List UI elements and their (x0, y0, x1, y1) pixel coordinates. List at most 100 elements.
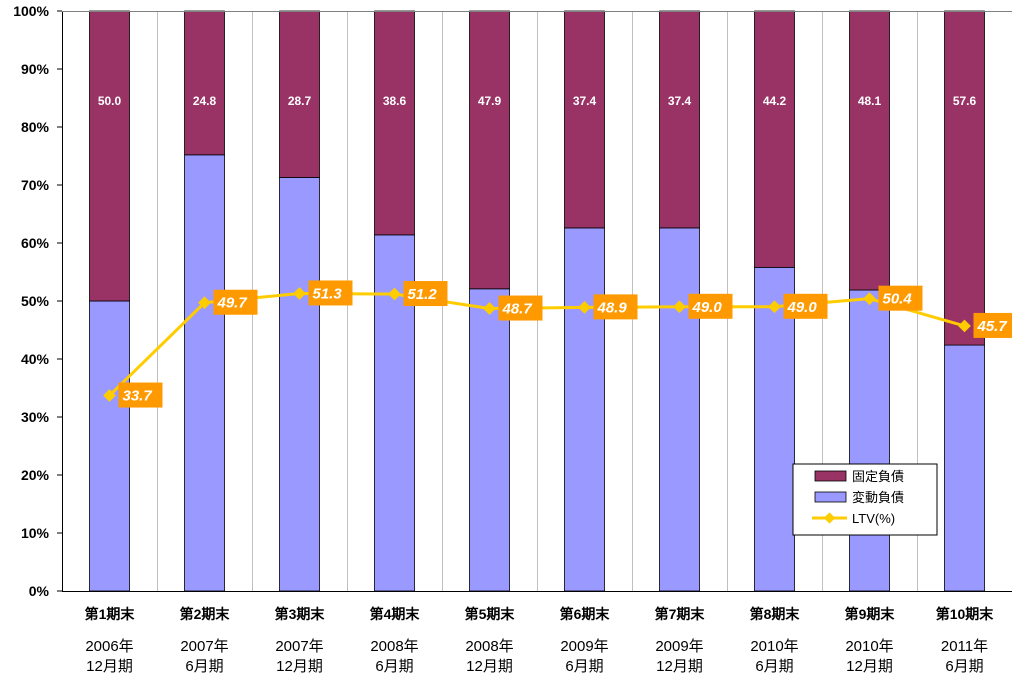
legend-marker-ltv (823, 512, 836, 524)
ltv-point (103, 389, 116, 402)
ltv-label: 49.0 (787, 299, 818, 316)
y-tick-label: 10% (21, 525, 50, 541)
x-category-period: 第1期末 (85, 606, 136, 622)
ltv-line-series: 33.7 49.7 51.3 51.2 48.7 48.9 49.0 49.0 50.4 45.7 (103, 280, 1012, 408)
x-category-month: 6月期 (375, 658, 413, 675)
x-category-month: 12月期 (86, 658, 133, 675)
bar-fixed (469, 10, 510, 290)
bar-label-fixed: 37.4 (573, 94, 597, 108)
x-category-period: 第4期末 (370, 606, 421, 622)
bar-label-fixed: 57.6 (953, 94, 977, 108)
ltv-label: 51.2 (408, 286, 438, 303)
bar-label-fixed: 38.6 (383, 94, 407, 108)
bar-label-fixed: 48.1 (858, 94, 882, 108)
ltv-label-box (593, 294, 638, 320)
ltv-label: 50.4 (883, 291, 913, 308)
bar-variable (944, 344, 985, 592)
y-tick-label: 80% (21, 119, 50, 135)
bar-variable (184, 154, 225, 592)
bar-variable (279, 177, 320, 592)
legend-label-ltv: LTV(%) (852, 511, 895, 526)
ltv-label-box (403, 281, 448, 307)
ltv-label-box (878, 285, 923, 311)
y-tick-label: 90% (21, 61, 50, 77)
x-category-month: 12月期 (276, 658, 323, 675)
ltv-label-box (688, 293, 733, 319)
x-category-month: 12月期 (466, 658, 513, 675)
x-category-year: 2007年 (180, 638, 228, 655)
bars: 50.0 24.8 28.7 38.6 47.9 37.4 37.4 44.2 48.1 57.6 (89, 10, 985, 592)
ltv-label: 48.7 (502, 301, 533, 318)
x-category-period: 第9期末 (845, 606, 896, 622)
ltv-label-box (308, 280, 353, 306)
bar-variable (89, 300, 130, 592)
ltv-label-box (498, 295, 543, 321)
bar-fixed (754, 10, 795, 268)
x-category-period: 第6期末 (560, 606, 611, 622)
x-category-year: 2010年 (750, 638, 798, 655)
legend-label-fixed: 固定負債 (852, 469, 904, 484)
ltv-label: 49.0 (692, 299, 723, 316)
y-tick-label: 20% (21, 467, 50, 483)
bar-fixed (89, 10, 130, 302)
ltv-label: 45.7 (977, 318, 1008, 335)
ltv-label: 51.3 (313, 285, 343, 302)
legend-swatch-variable (814, 491, 847, 503)
x-category-year: 2010年 (845, 638, 893, 655)
x-category-month: 6月期 (945, 658, 983, 675)
ltv-label-box (973, 312, 1012, 338)
ltv-label-box (118, 382, 163, 408)
x-category-year: 2009年 (655, 638, 703, 655)
x-category-month: 12月期 (656, 658, 703, 675)
y-tick-label: 100% (13, 3, 49, 19)
bar-variable (849, 289, 890, 592)
x-category-period: 第8期末 (750, 606, 801, 622)
bar-variable (659, 227, 700, 592)
bar-fixed (944, 10, 985, 346)
legend-label-variable: 変動負債 (852, 490, 904, 505)
bar-fixed (659, 10, 700, 229)
x-category-month: 6月期 (755, 658, 793, 675)
legend-swatch-fixed (814, 470, 847, 482)
bar-fixed (184, 10, 225, 156)
x-category-period: 第7期末 (655, 606, 706, 622)
bar-variable (754, 266, 795, 592)
x-category-year: 2006年 (85, 638, 133, 655)
y-tick-label: 0% (29, 583, 50, 599)
bar-label-fixed: 44.2 (763, 94, 787, 108)
ltv-label: 33.7 (123, 388, 153, 405)
ltv-label: 48.9 (597, 299, 628, 316)
x-category-month: 12月期 (846, 658, 893, 675)
x-category-month: 6月期 (565, 658, 603, 675)
bar-variable (469, 288, 510, 592)
legend: 固定負債 変動負債 LTV(%) (792, 463, 938, 536)
y-tick-label: 30% (21, 409, 50, 425)
x-category-month: 6月期 (185, 658, 223, 675)
bar-variable (564, 227, 605, 592)
x-category-period: 第2期末 (180, 606, 231, 622)
x-category-year: 2008年 (465, 638, 513, 655)
x-category-year: 2008年 (370, 638, 418, 655)
y-tick-label: 50% (21, 293, 50, 309)
ltv-point (293, 287, 306, 300)
bar-fixed (374, 10, 415, 236)
bar-label-fixed: 24.8 (193, 94, 217, 108)
y-tick-label: 40% (21, 351, 50, 367)
x-category-year: 2011年 (941, 638, 988, 655)
axes: 0% 10% 20% 30% 40% 50% 60% 70% 80% 90% 100% 第1期末 200… (13, 3, 1012, 675)
ltv-label-box (783, 293, 828, 319)
bar-label-fixed: 50.0 (98, 94, 122, 108)
ltv-point (198, 296, 211, 310)
bar-label-fixed: 37.4 (668, 94, 692, 108)
bar-label-fixed: 47.9 (478, 94, 502, 108)
ltv-label-box (213, 289, 258, 315)
ltv-label: 49.7 (217, 295, 248, 312)
ltv-point (388, 287, 401, 301)
bar-label-fixed: 28.7 (288, 94, 312, 108)
bar-fixed (849, 10, 890, 291)
bar-fixed (564, 10, 605, 229)
x-category-period: 第3期末 (275, 606, 326, 622)
y-tick-label: 70% (21, 177, 50, 193)
x-category-period: 第5期末 (465, 606, 516, 622)
